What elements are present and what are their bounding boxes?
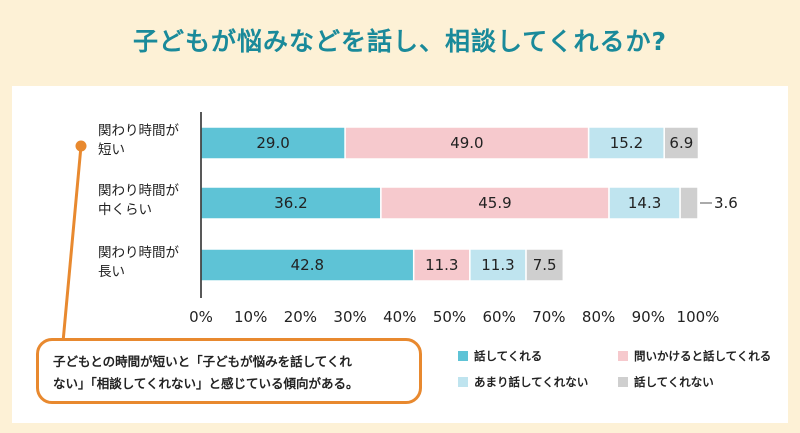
bar-segment-1-1: [380, 186, 610, 220]
callout-connector-line: [61, 145, 83, 343]
legend-label-never: 話してくれない: [634, 375, 714, 389]
data-label-2-1: 11.3: [425, 256, 458, 274]
category-label-0-0: 関わり時間が: [98, 123, 179, 139]
x-tick-label-9: 90%: [632, 308, 665, 326]
legend-swatch-conditional: [618, 351, 628, 361]
x-tick-label-4: 40%: [383, 308, 416, 326]
bar-segment-2-3: [525, 248, 565, 282]
category-label-2-1: 長い: [98, 264, 125, 280]
data-label-0-0: 29.0: [256, 134, 289, 152]
legend-item-talks: 話してくれる: [458, 348, 542, 364]
x-tick-label-2: 20%: [284, 308, 317, 326]
summary-note: 子どもとの時間が短いと「子どもが悩みを話してくれ ない」「相談してくれない」と感…: [36, 338, 422, 404]
bar-segment-0-3: [663, 126, 700, 160]
data-label-2-2: 11.3: [481, 256, 514, 274]
legend-swatch-rarely: [458, 377, 468, 387]
legend-item-conditional: 問いかけると話してくれる: [618, 348, 771, 364]
data-label-1-1: 45.9: [478, 194, 511, 212]
bar-segment-1-0: [200, 186, 382, 220]
chart-title: 子どもが悩みなどを話し、相談してくれるか?: [132, 27, 667, 56]
x-tick-label-6: 60%: [483, 308, 516, 326]
data-label-0-2: 15.2: [610, 134, 643, 152]
legend-label-conditional: 問いかけると話してくれる: [634, 349, 772, 363]
category-label-0-1: 短い: [98, 142, 125, 158]
x-tick-label-10: 100%: [677, 308, 720, 326]
x-tick-label-3: 30%: [333, 308, 366, 326]
data-label-1-0: 36.2: [274, 194, 307, 212]
data-label-1-2: 14.3: [628, 194, 661, 212]
data-label-0-1: 49.0: [450, 134, 483, 152]
bar-segment-2-0: [200, 248, 415, 282]
data-label-0-3: 6.9: [669, 134, 693, 152]
legend-swatch-never: [618, 377, 628, 387]
summary-note-line-2: ない」「相談してくれない」と感じている傾向がある。: [53, 376, 359, 391]
legend-item-rarely: あまり話してくれない: [458, 374, 588, 390]
legend-item-never: 話してくれない: [618, 374, 714, 390]
callout-dot: [75, 140, 87, 152]
x-tick-label-0: 0%: [189, 308, 213, 326]
x-tick-label-1: 10%: [234, 308, 267, 326]
category-label-2-0: 関わり時間が: [98, 245, 179, 261]
bar-segment-2-2: [469, 248, 527, 282]
data-label-1-3: 3.6: [714, 194, 738, 212]
data-label-2-0: 42.8: [291, 256, 324, 274]
legend-swatch-talks: [458, 351, 468, 361]
legend-label-rarely: あまり話してくれない: [474, 375, 589, 389]
x-tick-label-5: 50%: [433, 308, 466, 326]
summary-note-line-1: 子どもとの時間が短いと「子どもが悩みを話してくれ: [53, 354, 352, 369]
legend-label-talks: 話してくれる: [474, 349, 543, 363]
category-label-1-0: 関わり時間が: [98, 183, 179, 199]
data-label-2-3: 7.5: [533, 256, 557, 274]
bar-segment-1-2: [608, 186, 681, 220]
bar-segment-1-3: [679, 186, 699, 220]
bar-segment-0-0: [200, 126, 346, 160]
x-tick-label-7: 70%: [532, 308, 565, 326]
category-label-1-1: 中くらい: [98, 202, 152, 218]
x-tick-label-8: 80%: [582, 308, 615, 326]
bar-segment-2-1: [412, 248, 471, 282]
